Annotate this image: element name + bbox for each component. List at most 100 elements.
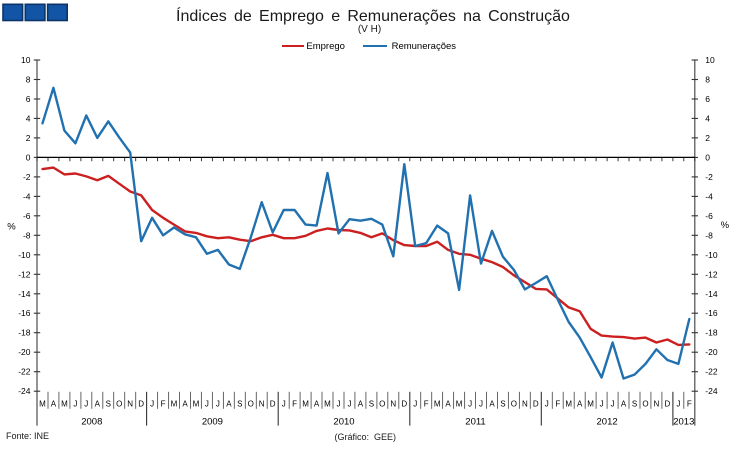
svg-text:O: O <box>642 400 648 409</box>
svg-text:S: S <box>500 400 505 409</box>
svg-text:8: 8 <box>705 75 710 85</box>
svg-text:O: O <box>379 400 385 409</box>
svg-text:O: O <box>116 400 122 409</box>
svg-text:10: 10 <box>705 55 715 65</box>
svg-text:%: % <box>721 220 730 231</box>
svg-text:J: J <box>611 400 615 409</box>
svg-text:J: J <box>337 400 341 409</box>
svg-text:A: A <box>226 400 232 409</box>
svg-text:J: J <box>205 400 209 409</box>
svg-text:N: N <box>522 400 528 409</box>
svg-text:F: F <box>687 400 692 409</box>
svg-text:O: O <box>248 400 254 409</box>
svg-text:A: A <box>621 400 627 409</box>
svg-text:A: A <box>51 400 57 409</box>
svg-text:-2: -2 <box>705 172 713 182</box>
svg-text:J: J <box>676 400 680 409</box>
svg-text:M: M <box>61 400 68 409</box>
svg-text:M: M <box>193 400 200 409</box>
svg-text:F: F <box>424 400 429 409</box>
svg-text:S: S <box>237 400 242 409</box>
svg-text:J: J <box>282 400 286 409</box>
svg-text:-24: -24 <box>18 386 31 396</box>
svg-text:-4: -4 <box>23 191 31 201</box>
svg-text:6: 6 <box>705 94 710 104</box>
svg-text:J: J <box>600 400 604 409</box>
svg-text:-8: -8 <box>705 230 713 240</box>
svg-text:A: A <box>358 400 364 409</box>
svg-text:-18: -18 <box>705 328 718 338</box>
svg-text:2: 2 <box>705 133 710 143</box>
svg-text:M: M <box>456 400 463 409</box>
svg-text:N: N <box>654 400 660 409</box>
svg-text:J: J <box>545 400 549 409</box>
svg-text:A: A <box>489 400 495 409</box>
svg-text:S: S <box>106 400 111 409</box>
svg-text:J: J <box>150 400 154 409</box>
svg-text:-14: -14 <box>705 289 718 299</box>
svg-text:D: D <box>665 400 671 409</box>
svg-text:-6: -6 <box>23 211 31 221</box>
svg-text:-22: -22 <box>705 367 718 377</box>
svg-text:4: 4 <box>705 113 710 123</box>
svg-text:J: J <box>479 400 483 409</box>
svg-text:-12: -12 <box>18 269 31 279</box>
svg-text:M: M <box>171 400 178 409</box>
svg-text:2010: 2010 <box>333 417 354 428</box>
svg-text:F: F <box>292 400 297 409</box>
svg-text:J: J <box>73 400 77 409</box>
svg-text:A: A <box>95 400 101 409</box>
svg-text:N: N <box>127 400 133 409</box>
svg-text:M: M <box>434 400 441 409</box>
svg-text:D: D <box>533 400 539 409</box>
svg-text:-10: -10 <box>705 250 718 260</box>
svg-text:J: J <box>216 400 220 409</box>
svg-text:A: A <box>445 400 451 409</box>
svg-text:D: D <box>401 400 407 409</box>
svg-text:-20: -20 <box>18 347 31 357</box>
svg-text:M: M <box>565 400 572 409</box>
svg-text:A: A <box>182 400 188 409</box>
svg-text:-16: -16 <box>18 308 31 318</box>
svg-text:-6: -6 <box>705 211 713 221</box>
svg-text:-10: -10 <box>18 250 31 260</box>
svg-text:S: S <box>369 400 374 409</box>
svg-text:2008: 2008 <box>81 417 102 428</box>
svg-text:M: M <box>587 400 594 409</box>
svg-text:A: A <box>577 400 583 409</box>
svg-text:N: N <box>259 400 265 409</box>
svg-text:0: 0 <box>705 152 710 162</box>
svg-text:N: N <box>390 400 396 409</box>
svg-text:D: D <box>270 400 276 409</box>
svg-text:-22: -22 <box>18 367 31 377</box>
svg-text:2011: 2011 <box>465 417 485 428</box>
svg-text:M: M <box>324 400 331 409</box>
svg-text:4: 4 <box>26 113 31 123</box>
svg-text:O: O <box>511 400 517 409</box>
svg-text:S: S <box>632 400 637 409</box>
svg-text:F: F <box>161 400 166 409</box>
svg-text:-4: -4 <box>705 191 713 201</box>
svg-text:A: A <box>314 400 320 409</box>
svg-text:M: M <box>39 400 46 409</box>
svg-text:J: J <box>468 400 472 409</box>
svg-text:-2: -2 <box>23 172 31 182</box>
svg-text:%: % <box>7 221 16 232</box>
svg-text:6: 6 <box>26 94 31 104</box>
svg-text:0: 0 <box>26 152 31 162</box>
svg-text:-14: -14 <box>18 289 31 299</box>
svg-text:2013: 2013 <box>673 417 694 428</box>
svg-text:-18: -18 <box>18 328 31 338</box>
svg-text:-8: -8 <box>23 230 31 240</box>
svg-text:10: 10 <box>21 55 31 65</box>
svg-text:2009: 2009 <box>202 417 223 428</box>
svg-text:M: M <box>302 400 309 409</box>
svg-text:2012: 2012 <box>597 417 618 428</box>
svg-text:-16: -16 <box>705 308 718 318</box>
svg-text:J: J <box>413 400 417 409</box>
svg-text:-12: -12 <box>705 269 718 279</box>
svg-text:J: J <box>348 400 352 409</box>
svg-text:D: D <box>138 400 144 409</box>
svg-text:-20: -20 <box>705 347 718 357</box>
svg-text:2: 2 <box>26 133 31 143</box>
